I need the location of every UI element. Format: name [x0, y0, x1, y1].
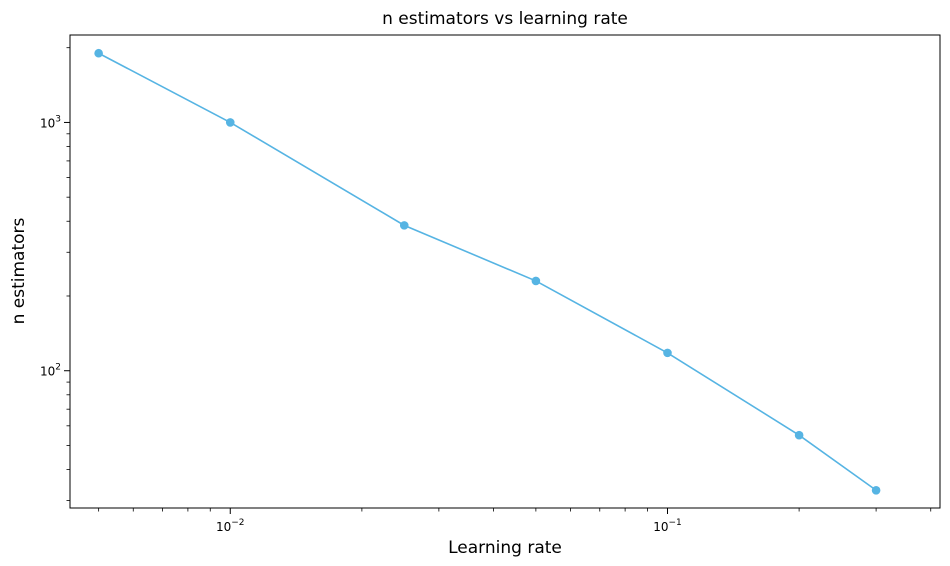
data-point	[94, 48, 103, 58]
data-point	[871, 485, 881, 495]
data-point	[663, 348, 672, 358]
plot-area	[69, 34, 941, 509]
x-axis-label: Learning rate	[448, 538, 562, 558]
data-point	[225, 118, 235, 127]
data-points	[94, 48, 881, 495]
minor-ticks	[66, 47, 932, 512]
major-ticks: 10−2 10−1 102 103	[40, 114, 682, 534]
data-point	[531, 276, 541, 286]
x-tick-label: 10−1	[653, 518, 682, 534]
data-point	[794, 430, 804, 440]
chart-title: n estimators vs learning rate	[382, 9, 628, 29]
y-tick-label: 103	[40, 114, 61, 130]
y-tick-label: 102	[40, 363, 61, 379]
x-tick-label: 10−2	[216, 518, 245, 534]
series-line	[98, 52, 877, 491]
data-point	[399, 221, 409, 230]
y-axis-label: n estimators	[9, 217, 29, 324]
